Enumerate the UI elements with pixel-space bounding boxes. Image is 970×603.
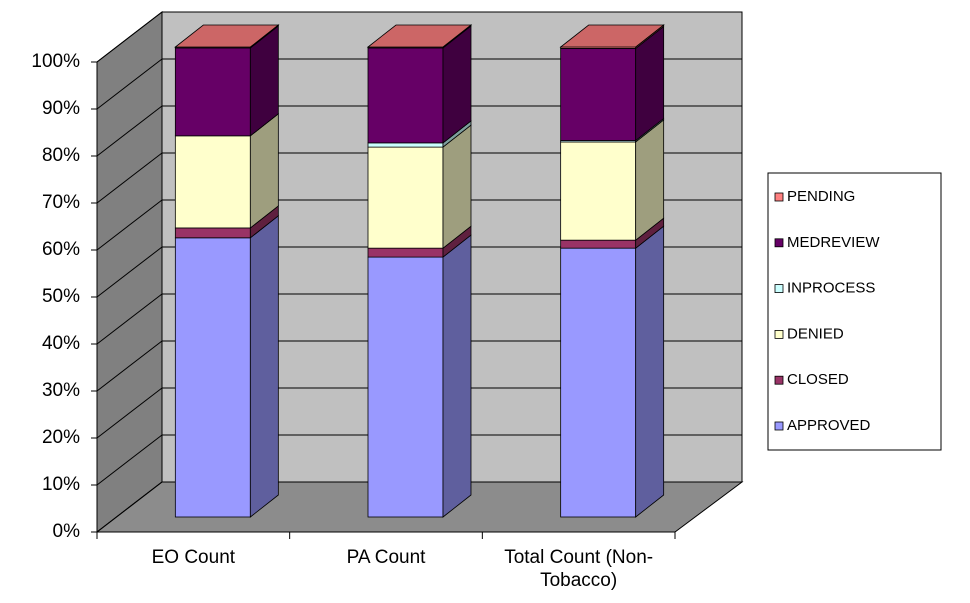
- y-tick-label: 40%: [42, 333, 80, 354]
- grid-line: [96, 152, 163, 204]
- grid-line: [96, 246, 163, 298]
- y-tick-label: 70%: [42, 192, 80, 213]
- legend-swatch: [774, 192, 784, 202]
- grid-line: [96, 387, 163, 439]
- y-tick-label: 50%: [42, 286, 80, 307]
- bar-segment: [560, 247, 637, 518]
- bar-top: [559, 24, 665, 48]
- bar-segment: [367, 47, 444, 144]
- bar-segment: [560, 239, 637, 249]
- grid-line: [96, 481, 163, 533]
- bar-segment: [174, 237, 251, 518]
- bar-segment: [560, 48, 637, 141]
- legend-label: APPROVED: [787, 417, 871, 434]
- bar-segment: [367, 256, 444, 518]
- legend-label: INPROCESS: [787, 280, 875, 297]
- legend-swatch: [774, 284, 784, 294]
- legend-box: [767, 172, 942, 451]
- grid-line: [96, 58, 163, 110]
- bar-side: [635, 225, 665, 518]
- bar-top: [366, 24, 473, 48]
- bar-segment: [367, 247, 444, 258]
- y-tick-label: 100%: [31, 51, 80, 72]
- grid-line: [96, 434, 163, 486]
- legend-label: DENIED: [787, 325, 844, 342]
- grid-line: [96, 199, 163, 251]
- legend-swatch: [774, 329, 784, 339]
- legend-swatch: [774, 421, 784, 431]
- y-tick-label: 90%: [42, 98, 80, 119]
- bar-segment: [174, 227, 251, 239]
- bar-top: [174, 24, 280, 48]
- y-tick-label: 10%: [42, 474, 80, 495]
- legend-swatch: [774, 238, 784, 248]
- grid-line: [96, 340, 163, 392]
- y-tick-label: 30%: [42, 380, 80, 401]
- bar-side: [249, 214, 279, 518]
- legend-swatch: [774, 375, 784, 385]
- bar-segment: [174, 47, 251, 137]
- grid-line: [96, 11, 163, 63]
- y-tick-label: 80%: [42, 145, 80, 166]
- y-tick-label: 0%: [53, 521, 81, 542]
- x-tick-label: Total Count (Non-Tobacco): [504, 547, 654, 591]
- bar-segment: [174, 135, 251, 229]
- y-tick-label: 20%: [42, 427, 80, 448]
- grid-line: [96, 293, 163, 345]
- legend-label: MEDREVIEW: [787, 234, 880, 251]
- bar-side: [442, 234, 472, 518]
- y-tick-label: 60%: [42, 239, 80, 260]
- grid-line: [96, 105, 163, 157]
- legend-label: CLOSED: [787, 371, 849, 388]
- x-tick-label: EO Count: [151, 547, 236, 568]
- bar-segment: [367, 142, 444, 148]
- bar-segment: [560, 141, 637, 241]
- legend-label: PENDING: [787, 188, 855, 205]
- x-tick-label: PA Count: [346, 547, 426, 568]
- bar-segment: [367, 146, 444, 249]
